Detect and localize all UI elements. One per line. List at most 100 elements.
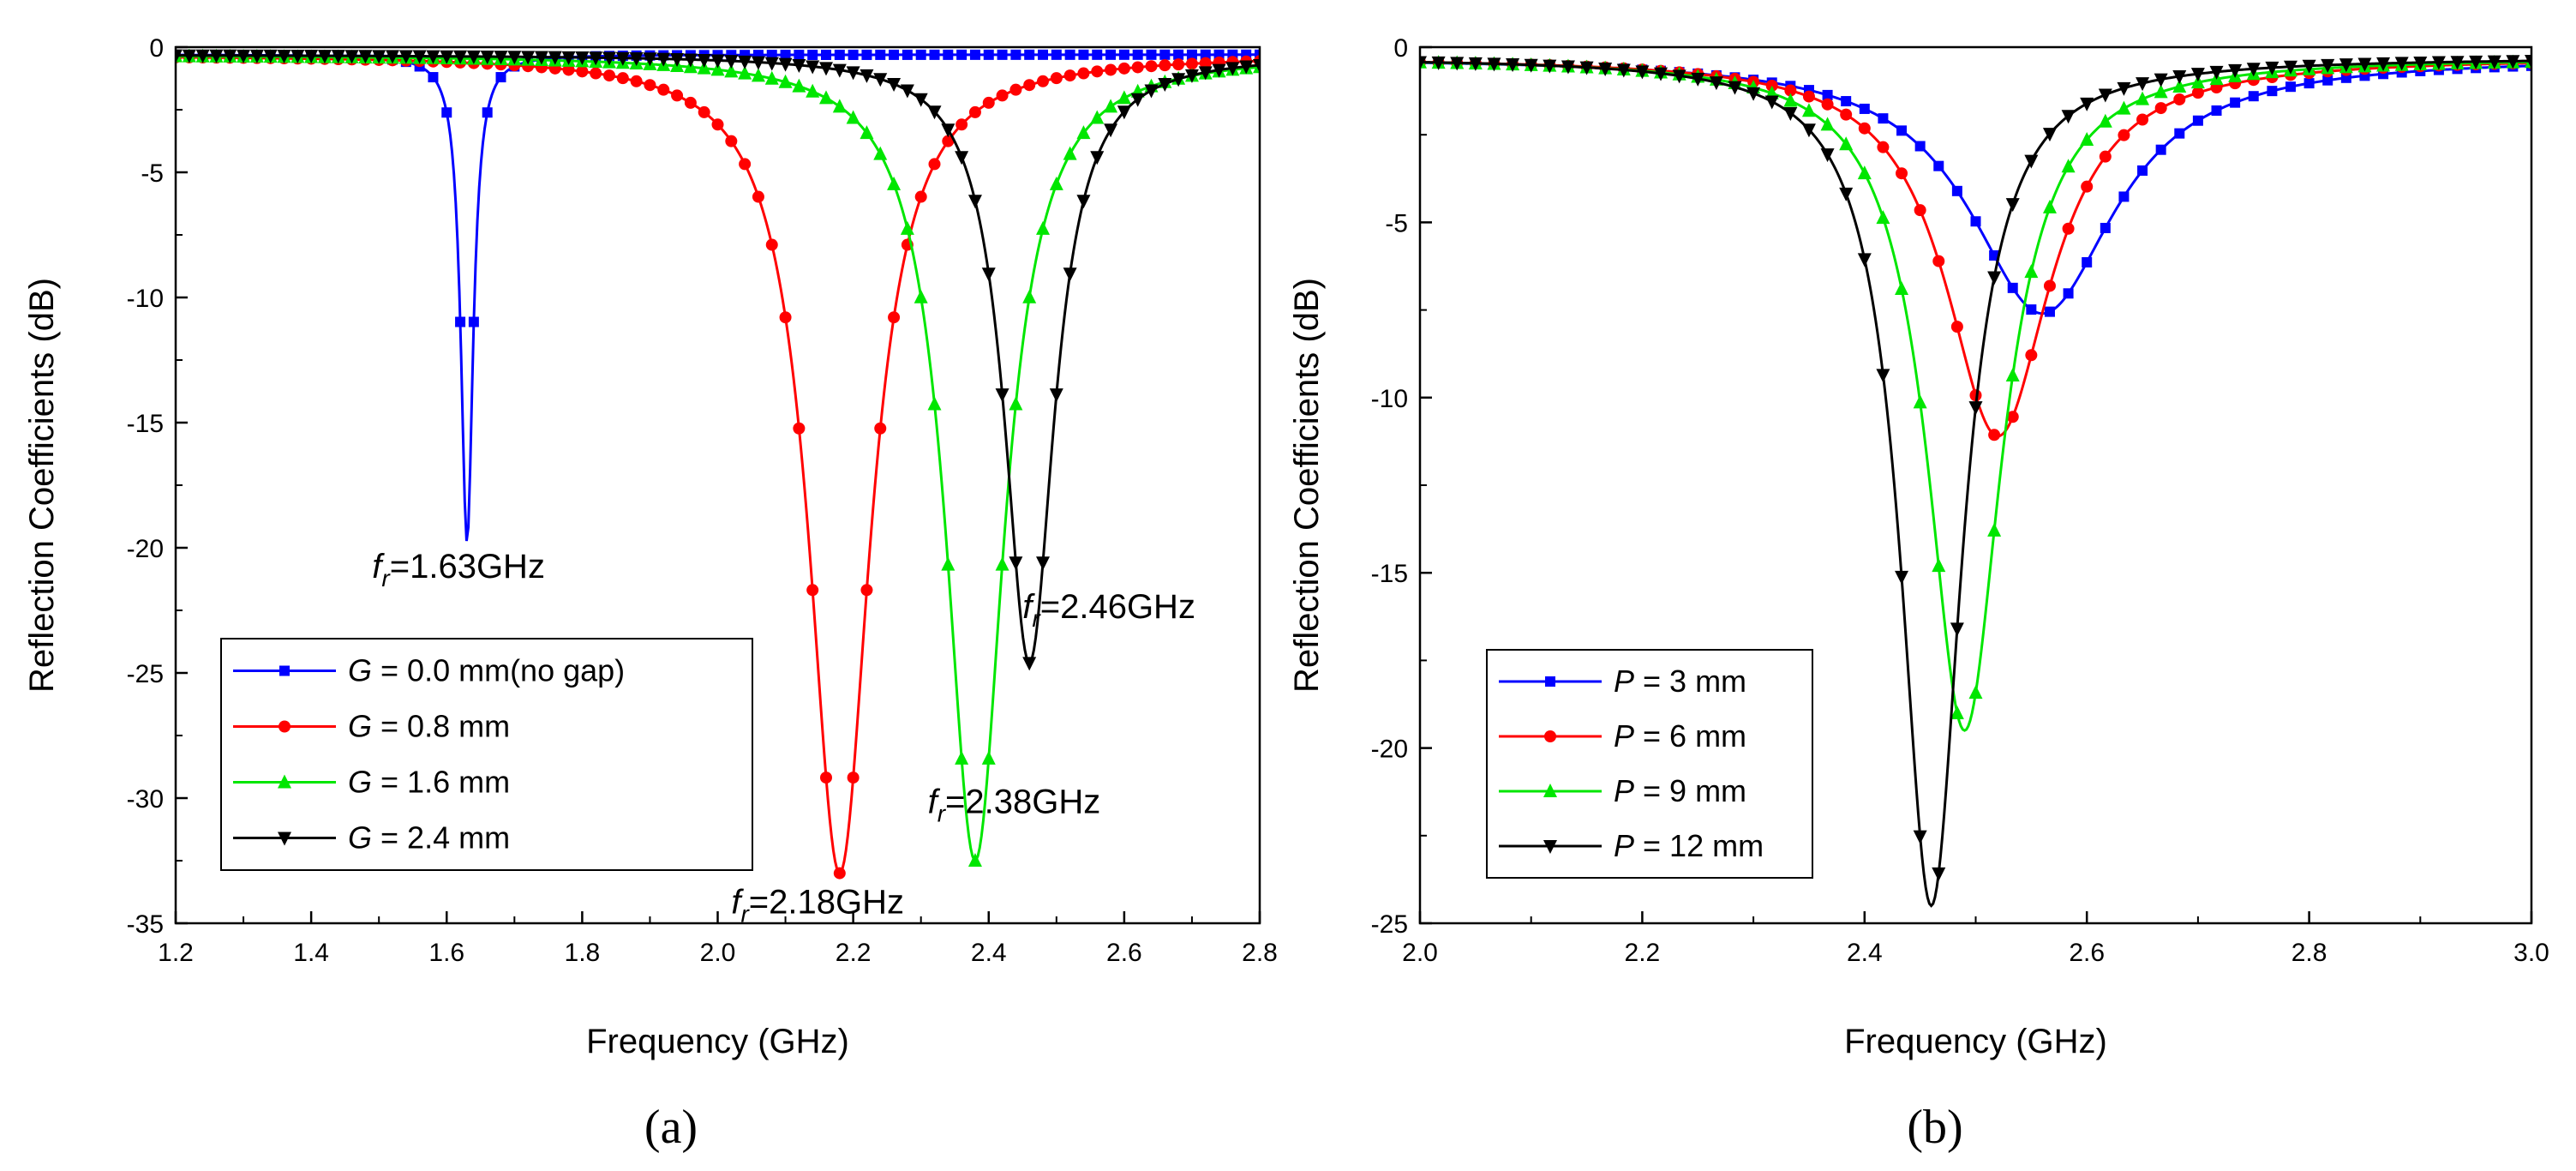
- data-point: [590, 67, 602, 80]
- data-point: [1132, 49, 1143, 60]
- legend-label: G = 0.0 mm(no gap): [348, 653, 625, 688]
- data-point: [1783, 93, 1798, 107]
- legend-var: P: [1614, 664, 1634, 699]
- data-point: [2174, 128, 2185, 139]
- data-point: [956, 118, 968, 131]
- data-point: [1171, 73, 1186, 87]
- legend-a: G = 0.0 mm(no gap)G = 0.8 mmG = 1.6 mmG …: [220, 638, 753, 871]
- data-point: [1858, 122, 1871, 135]
- legend-marker: [1543, 840, 1557, 854]
- data-point: [428, 72, 439, 83]
- data-point: [1241, 49, 1252, 60]
- data-point: [967, 853, 982, 867]
- legend-marker: [1545, 676, 1555, 687]
- data-point: [2061, 159, 2076, 173]
- data-point: [846, 66, 860, 81]
- data-point: [900, 84, 914, 99]
- legend-item-1: P = 6 mm: [1499, 718, 1746, 754]
- data-point: [412, 50, 427, 64]
- x-tick-label: 2.0: [700, 939, 736, 967]
- data-point: [1968, 685, 1983, 700]
- data-point: [967, 195, 982, 209]
- data-point: [1913, 394, 1927, 409]
- annotation-1: fr=2.18GHz: [731, 883, 904, 927]
- legend-marker: [278, 774, 291, 789]
- data-point: [2267, 86, 2278, 97]
- data-point: [1784, 84, 1797, 97]
- x-tick-label: 2.8: [1242, 939, 1278, 967]
- data-point: [466, 50, 481, 64]
- data-point: [1239, 60, 1254, 75]
- annotation-text: =2.46GHz: [1040, 588, 1195, 626]
- data-point: [2450, 56, 2465, 70]
- data-point: [2172, 70, 2187, 85]
- y-tick-label: -5: [1385, 209, 1408, 237]
- data-point: [710, 62, 725, 76]
- data-point: [1876, 210, 1890, 225]
- data-point: [2043, 279, 2056, 292]
- data-point: [1225, 62, 1240, 76]
- data-point: [996, 89, 1009, 102]
- data-point: [887, 77, 902, 92]
- data-point: [780, 50, 791, 61]
- data-point: [2081, 180, 2094, 193]
- data-point: [942, 135, 955, 147]
- data-point: [2118, 191, 2130, 202]
- legend-item-3: G = 2.4 mm: [233, 820, 510, 856]
- data-point: [1877, 141, 1890, 153]
- data-point: [684, 96, 697, 109]
- data-point: [1159, 49, 1171, 60]
- data-point: [1063, 146, 1077, 160]
- data-point: [1104, 123, 1118, 138]
- data-point: [455, 316, 466, 327]
- data-point: [615, 51, 630, 66]
- series-b-0: [1420, 57, 2531, 317]
- legend-label: G = 2.4 mm: [348, 820, 510, 856]
- data-point: [1104, 99, 1118, 113]
- data-point: [1090, 110, 1105, 124]
- y-axis-label: Reflection Coefficients (dB): [23, 278, 61, 693]
- data-point: [209, 49, 224, 63]
- data-point: [1839, 187, 1854, 201]
- data-point: [1820, 148, 1835, 163]
- legend-rest: = 6 mm: [1634, 718, 1746, 754]
- x-tick-label: 2.2: [1625, 939, 1661, 967]
- legend-rest: = 12 mm: [1634, 828, 1764, 863]
- annotation-subscript: r: [938, 801, 947, 827]
- data-point: [2228, 63, 2243, 78]
- data-point: [372, 50, 386, 64]
- data-point: [833, 867, 846, 880]
- data-point: [1078, 49, 1089, 60]
- data-point: [2154, 73, 2168, 87]
- data-point: [548, 51, 562, 65]
- data-point: [875, 49, 886, 60]
- data-point: [1131, 61, 1144, 74]
- data-point: [453, 50, 468, 64]
- legend-item-2: P = 9 mm: [1499, 773, 1746, 808]
- annotation-text: =2.38GHz: [945, 784, 1100, 821]
- data-point: [1037, 75, 1049, 87]
- panel-label-a: (a): [644, 1101, 698, 1154]
- data-point: [441, 107, 452, 118]
- data-point: [1036, 220, 1050, 235]
- chart-panel-b: 2.0 2.2 2.4 2.6 2.8 3.0 0 -5 -10 -15 -20 -25 Frequen…: [1288, 34, 2549, 1154]
- data-point: [860, 125, 874, 140]
- data-point: [1487, 57, 1501, 72]
- data-point: [847, 772, 860, 784]
- legend-marker: [1544, 730, 1556, 742]
- x-tick-label: 2.6: [1106, 939, 1142, 967]
- x-tick-label: 2.2: [836, 939, 872, 967]
- data-point: [291, 49, 305, 63]
- data-point: [670, 53, 685, 68]
- data-point: [1092, 49, 1103, 60]
- y-tick-label: -35: [127, 910, 164, 939]
- data-point: [873, 146, 888, 160]
- data-point: [2525, 55, 2531, 69]
- data-point: [629, 52, 644, 67]
- data-point: [764, 57, 779, 71]
- data-point: [616, 72, 629, 85]
- data-point: [900, 220, 914, 235]
- data-point: [943, 49, 954, 60]
- data-point: [2321, 58, 2335, 73]
- x-axis-label: Frequency (GHz): [586, 1023, 849, 1060]
